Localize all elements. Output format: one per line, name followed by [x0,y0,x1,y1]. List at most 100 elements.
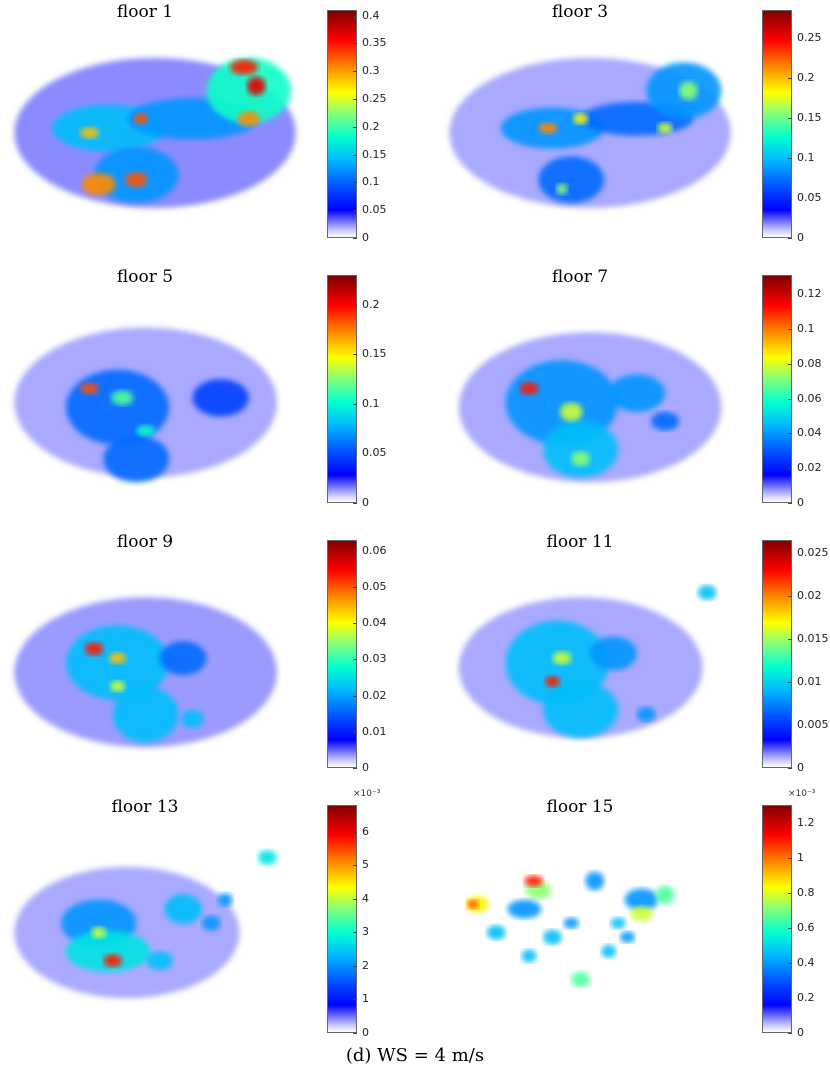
colorbar-tick-label: 2 [362,958,369,972]
colorbar-tick-mark [353,304,357,306]
colorbar-tick-label: 0.3 [362,64,380,78]
colorbar [762,10,792,238]
colorbar-tick-mark [353,731,357,733]
density-blob [109,652,126,664]
density-blob [112,686,179,743]
density-blob [80,382,99,395]
colorbar [327,805,357,1033]
heatmap-panel: floor 3 0 0.05 0.1 0.15 0.2 0.25 [435,0,830,262]
colorbar-tick-mark [353,831,357,833]
heatmap-panel: floor 11 0 0.005 0.01 0.015 0.02 0.025 [435,530,830,792]
density-blob [620,931,635,943]
panel-title: floor 11 [546,532,614,552]
colorbar-tick-label: 0.04 [797,426,822,440]
density-blob [560,402,583,422]
density-blob [486,925,506,940]
colorbar-tick-label: 0.005 [797,717,829,731]
colorbar-tick-label: 0.08 [797,356,822,370]
density-blob [521,949,537,963]
heatmap-panel: floor 13 0 1 2 3 4 5 6 ×10⁻³ [0,789,415,1057]
colorbar-tick-mark [353,71,357,73]
colorbar-tick-mark [788,118,792,119]
colorbar-tick-mark [788,724,792,726]
colorbar-tick-mark [353,98,357,100]
colorbar-tick-label: 0.15 [362,147,387,161]
density-blob [65,930,151,972]
colorbar-tick-mark [353,154,357,156]
colorbar-tick-mark [353,1033,357,1034]
colorbar-tick-mark [353,210,357,212]
colorbar-tick-mark [353,623,357,625]
colorbar-tick-label: 0 [362,1026,369,1039]
colorbar-tick-mark [353,550,357,552]
density-blob [136,425,155,437]
colorbar-tick-label: 0.1 [797,321,815,335]
colorbar-tick-label: 0.02 [362,688,387,702]
density-blob [133,113,149,125]
colorbar-tick-label: 0 [362,231,369,244]
density-blob [84,642,104,656]
panel-title: floor 5 [116,267,174,287]
colorbar-tick-label: 0.05 [362,203,387,217]
density-blob [657,122,673,134]
density-blob [125,172,148,188]
panel-title: floor 15 [546,797,614,817]
colorbar-tick-mark [788,681,792,683]
colorbar-tick-mark [788,433,792,435]
panel-title: floor 1 [116,2,174,22]
colorbar-tick-label: 0.06 [362,543,387,557]
colorbar-tick-label: 0.6 [797,920,815,934]
density-blob [81,173,116,196]
density-blob [110,390,134,406]
colorbar-tick-label: 6 [362,824,369,838]
colorbar-tick-mark [353,695,357,697]
colorbar-tick-label: 0.35 [362,36,387,50]
density-blob [571,451,590,467]
colorbar-tick-label: 0.1 [797,151,815,164]
colorbar-tick-mark [788,997,792,999]
density-blob [543,681,619,738]
figure-caption: (d) WS = 4 m/s [345,1045,485,1066]
colorbar-tick-mark [353,354,357,356]
colorbar-tick-mark [353,503,357,504]
density-blob [201,915,221,931]
colorbar-tick-mark [788,398,792,400]
colorbar-tick-mark [353,453,357,455]
panel-title: floor 3 [551,2,609,22]
colorbar-tick-mark [353,932,357,934]
colorbar-tick-label: 0.01 [362,724,387,738]
density-blob [181,709,204,729]
colorbar-tick-label: 0 [362,496,369,509]
colorbar-tick-mark [788,78,792,79]
density-blob [146,951,173,970]
panel-title: floor 7 [551,267,609,287]
colorbar-tick-mark [788,158,792,159]
colorbar [327,275,357,503]
colorbar-tick-mark [788,363,792,365]
density-blob [636,706,656,722]
colorbar-tick-label: 3 [362,925,369,939]
density-blob [543,929,562,945]
density-blob [237,111,260,127]
colorbar [762,275,792,503]
colorbar-tick-label: 1.2 [797,815,815,829]
colorbar [762,805,792,1033]
density-blob [538,122,558,134]
density-blob [545,675,560,688]
density-blob [630,906,653,922]
colorbar-tick-label: 0.12 [797,287,822,301]
colorbar-tick-mark [788,1033,792,1034]
density-blob [624,888,659,911]
colorbar-tick-mark [788,892,792,894]
colorbar-tick-label: 0.03 [362,652,387,666]
colorbar-tick-label: 0 [797,496,804,509]
density-map [14,57,296,208]
density-blob [655,885,675,905]
density-blob [573,113,589,125]
density-map [449,57,731,208]
colorbar-tick-label: 0 [797,761,804,774]
colorbar-tick-mark [353,182,357,184]
density-blob [80,127,99,139]
heatmap-panel: floor 7 0 0.02 0.04 0.06 0.08 0.1 0.12 [435,265,830,527]
colorbar-tick-mark [353,587,357,589]
